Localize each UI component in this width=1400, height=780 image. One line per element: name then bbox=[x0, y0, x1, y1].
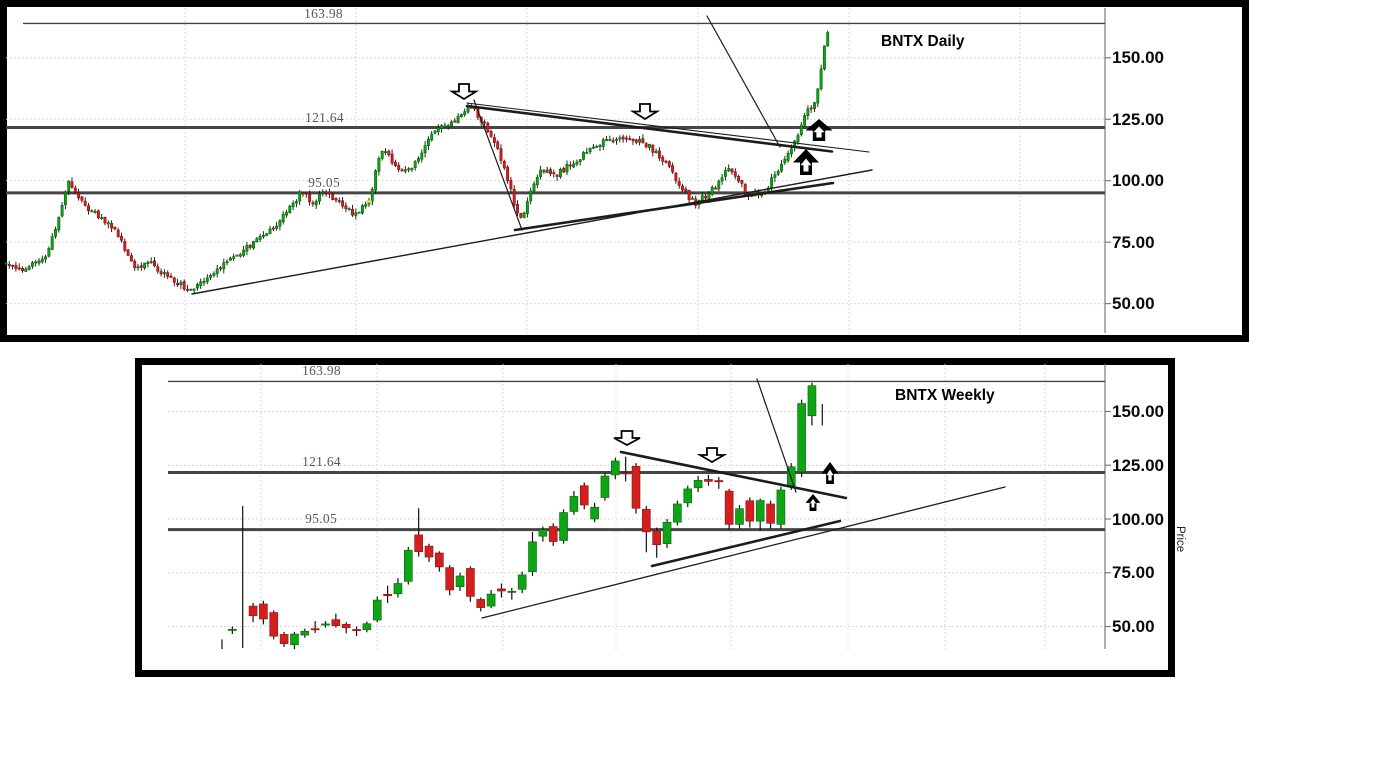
daily-trendline bbox=[513, 181, 835, 232]
y-axis-tick-label: 50.00 bbox=[1112, 617, 1155, 636]
weekly-trendline bbox=[756, 378, 797, 493]
daily-trendline bbox=[706, 15, 781, 148]
price-level-label-weekly-95: 95.05 bbox=[305, 511, 337, 526]
y-axis-tick-label: 150.00 bbox=[1112, 402, 1164, 421]
y-axis-tick-label: 75.00 bbox=[1112, 563, 1155, 583]
down-arrow-icon bbox=[613, 430, 641, 447]
daily-chart-title: BNTX Daily bbox=[881, 33, 965, 50]
daily-chart-frame bbox=[0, 0, 1249, 342]
down-arrow-icon bbox=[629, 103, 661, 121]
weekly-trendline bbox=[481, 486, 1006, 619]
price-axis-title: Price bbox=[1174, 526, 1186, 553]
y-axis-tick-label: 125.00 bbox=[1112, 109, 1164, 129]
y-axis-tick-label: 125.00 bbox=[1112, 455, 1164, 475]
highlight-marker bbox=[366, 200, 372, 203]
down-arrow-icon bbox=[696, 447, 728, 464]
up-arrow-icon-inner bbox=[813, 126, 825, 138]
daily-candles bbox=[4, 30, 830, 294]
y-axis-tick-label: 50.00 bbox=[1112, 294, 1155, 314]
daily-trendline bbox=[191, 169, 873, 295]
price-level-label-weekly-163: 163.98 bbox=[302, 363, 341, 378]
price-level-label-weekly-121: 121.64 bbox=[302, 454, 341, 469]
weekly-candles bbox=[221, 382, 823, 650]
y-axis-tick-label: 150.00 bbox=[1112, 48, 1164, 68]
up-arrow-icon-inner bbox=[800, 158, 812, 172]
price-level-label-daily-95: 95.05 bbox=[308, 175, 340, 190]
y-axis-tick-label: 75.00 bbox=[1112, 232, 1155, 252]
daily-trendline bbox=[465, 104, 834, 153]
daily-chart-plot[interactable] bbox=[4, 8, 1111, 333]
daily-trendline bbox=[466, 102, 870, 153]
price-level-label-daily-163: 163.98 bbox=[304, 6, 343, 21]
daily-trendline bbox=[473, 99, 523, 231]
weekly-trendline bbox=[650, 519, 842, 568]
up-arrow-icon-inner bbox=[826, 469, 834, 481]
price-level-label-daily-121: 121.64 bbox=[305, 110, 344, 125]
y-axis-tick-label: 100.00 bbox=[1112, 171, 1164, 191]
y-axis-tick-label: 100.00 bbox=[1112, 509, 1164, 529]
weekly-chart-title: BNTX Weekly bbox=[895, 387, 995, 404]
up-arrow-icon-inner bbox=[809, 499, 817, 508]
weekly-trendline bbox=[619, 450, 848, 500]
weekly-chart-plot[interactable] bbox=[168, 364, 1111, 650]
down-arrow-icon bbox=[448, 83, 480, 101]
